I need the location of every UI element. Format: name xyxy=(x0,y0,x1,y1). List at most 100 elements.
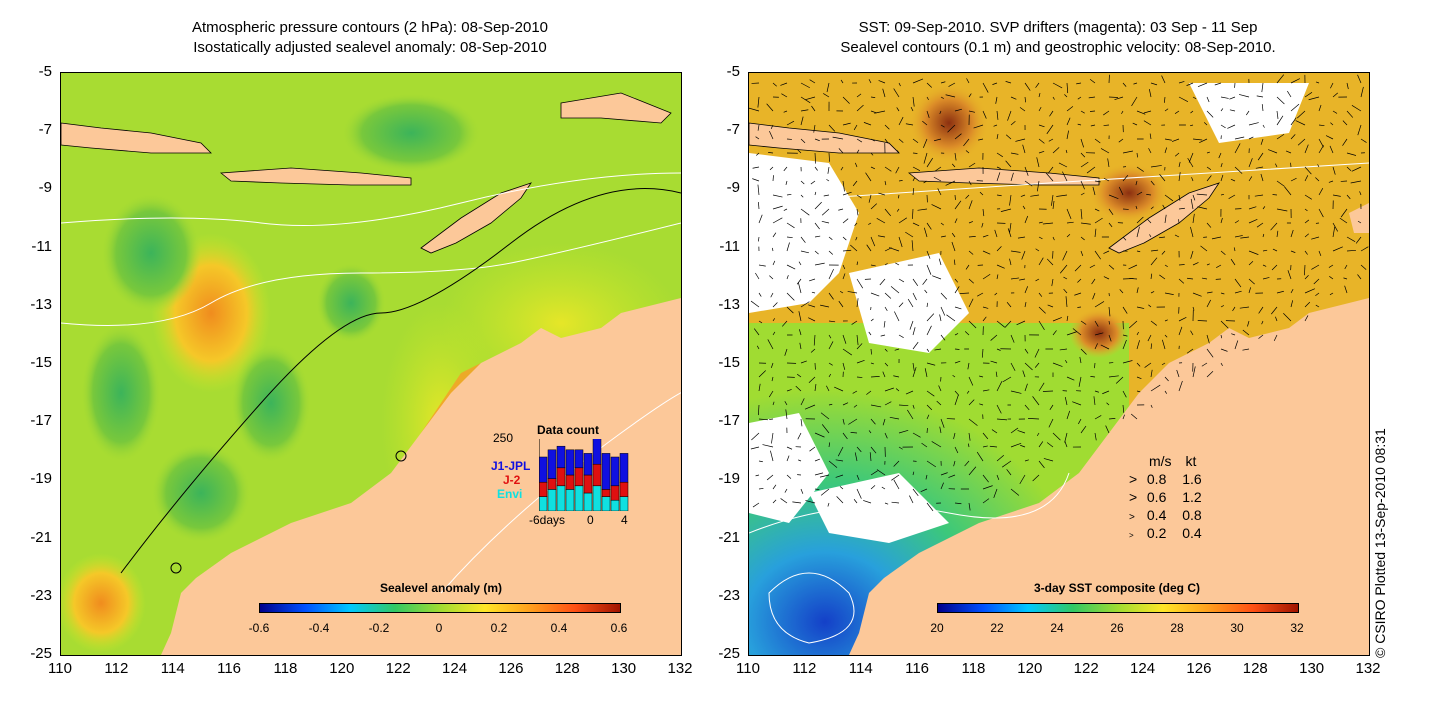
velocity-vector xyxy=(1276,133,1285,140)
velocity-vector xyxy=(1248,250,1259,255)
velocity-vector xyxy=(911,240,914,252)
right-cb-tick: 30 xyxy=(1230,621,1244,635)
velocity-vector xyxy=(996,264,1005,269)
velocity-vector xyxy=(828,460,838,468)
pressure-contour xyxy=(61,222,681,326)
velocity-vector xyxy=(1192,262,1199,266)
velocity-vector xyxy=(920,488,928,492)
velocity-vector xyxy=(939,314,942,322)
velocity-vector xyxy=(939,110,942,115)
velocity-vector xyxy=(1122,360,1133,364)
velocity-vector xyxy=(1313,278,1320,285)
velocity-vector xyxy=(1022,370,1026,378)
velocity-vector xyxy=(977,292,984,297)
velocity-vector xyxy=(968,320,977,329)
velocity-vector xyxy=(898,404,909,407)
velocity-vector xyxy=(926,460,936,468)
inset-bar-segment xyxy=(565,489,575,511)
velocity-vector xyxy=(1332,222,1338,232)
data-count-inset: Data count 250 J1-JPL J-2 Envi -6days 0 … xyxy=(489,421,639,541)
velocity-vector xyxy=(1010,362,1016,371)
velocity-vector xyxy=(786,275,789,280)
velocity-vector xyxy=(1024,302,1027,308)
x-tick-label: 130 xyxy=(611,660,637,677)
velocity-vector xyxy=(1010,442,1022,448)
velocity-vector xyxy=(884,166,892,172)
legend-ms: 0.2 xyxy=(1146,525,1167,541)
inset-bar-segment xyxy=(601,453,611,490)
velocity-vector xyxy=(1052,432,1061,441)
velocity-vector xyxy=(968,200,973,210)
velocity-vector xyxy=(865,172,872,182)
velocity-vector xyxy=(954,278,959,283)
velocity-vector xyxy=(1304,288,1316,294)
velocity-vector xyxy=(1048,418,1054,428)
velocity-vector xyxy=(842,122,851,126)
velocity-vector xyxy=(1102,390,1110,395)
left-cb-tick: -0.6 xyxy=(248,621,270,635)
velocity-vector xyxy=(948,82,956,87)
velocity-vector xyxy=(1218,152,1222,159)
velocity-vector xyxy=(1077,96,1082,100)
velocity-vector xyxy=(842,249,852,252)
velocity-vector xyxy=(1108,334,1112,342)
velocity-vector xyxy=(926,110,930,118)
velocity-vector xyxy=(1052,147,1060,154)
velocity-vector xyxy=(813,124,816,133)
velocity-vector xyxy=(1178,96,1189,102)
velocity-vector xyxy=(1024,404,1030,411)
velocity-vector xyxy=(926,325,932,336)
velocity-vector xyxy=(926,362,936,366)
velocity-vector xyxy=(772,260,776,266)
velocity-vector xyxy=(820,304,830,308)
velocity-vector xyxy=(814,201,822,210)
velocity-vector xyxy=(898,429,909,434)
velocity-vector xyxy=(809,446,816,452)
velocity-vector xyxy=(898,194,900,199)
inset-bar-segment xyxy=(619,496,629,511)
velocity-vector xyxy=(1357,74,1362,84)
velocity-vector xyxy=(1220,305,1224,308)
velocity-vector xyxy=(1234,220,1240,224)
velocity-vector xyxy=(1063,288,1068,294)
y-tick-label: -7 xyxy=(726,121,740,139)
velocity-vector xyxy=(752,502,760,508)
inset-xtick-zero: 0 xyxy=(587,513,594,527)
velocity-vector xyxy=(954,108,962,112)
velocity-vector xyxy=(1206,151,1210,154)
velocity-vector xyxy=(870,318,874,322)
velocity-vector xyxy=(870,485,876,490)
velocity-vector xyxy=(1258,334,1264,339)
velocity-vector xyxy=(968,221,974,224)
inset-bar-segment xyxy=(556,485,566,511)
velocity-vector xyxy=(1318,208,1324,218)
velocity-vector xyxy=(1187,157,1194,168)
velocity-vector xyxy=(1074,264,1082,272)
velocity-vector xyxy=(912,278,919,287)
velocity-vector xyxy=(1220,250,1226,256)
velocity-vector xyxy=(798,311,802,322)
velocity-vector xyxy=(758,292,762,297)
anomaly-low-blob xyxy=(81,323,161,463)
velocity-vector xyxy=(912,78,924,84)
velocity-vector xyxy=(910,106,914,112)
velocity-vector xyxy=(954,446,959,454)
velocity-vector xyxy=(800,418,803,427)
velocity-vector xyxy=(1270,222,1278,231)
velocity-vector xyxy=(1190,330,1194,336)
velocity-vector xyxy=(898,278,905,283)
velocity-vector xyxy=(814,384,817,392)
velocity-vector xyxy=(1159,274,1166,280)
velocity-vector xyxy=(898,180,903,182)
velocity-vector xyxy=(1248,287,1251,294)
velocity-vector xyxy=(1094,228,1097,238)
velocity-vector xyxy=(1190,110,1194,114)
velocity-vector xyxy=(1036,432,1040,437)
velocity-vector xyxy=(1332,166,1336,175)
velocity-vector xyxy=(784,488,788,493)
velocity-vector xyxy=(1030,194,1040,197)
inset-xtick-end: 4 xyxy=(621,513,628,527)
velocity-vector xyxy=(792,501,802,504)
inset-ymax: 250 xyxy=(493,431,514,445)
velocity-vector xyxy=(852,180,858,187)
